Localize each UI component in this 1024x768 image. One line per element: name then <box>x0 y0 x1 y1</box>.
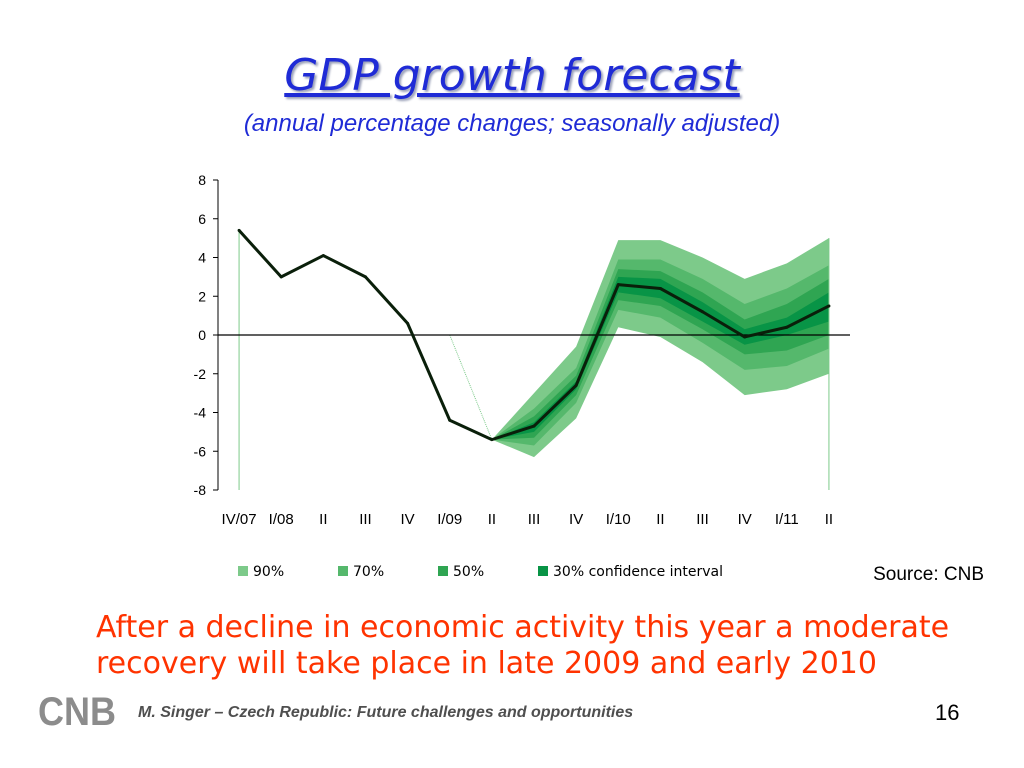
slide-subtitle: (annual percentage changes; seasonally a… <box>243 110 781 137</box>
y-tick-label: -2 <box>194 366 207 382</box>
legend-label: 50% <box>453 564 484 580</box>
slide-title: GDP growth forecast <box>284 50 740 101</box>
x-tick-label: IV <box>569 511 583 528</box>
x-tick-label: IV <box>401 511 415 528</box>
gdp-point <box>448 418 452 422</box>
cnb-logo: CNB <box>38 690 116 732</box>
x-tick-label: IV <box>738 511 752 528</box>
y-tick-label: -8 <box>194 482 207 498</box>
confidence-band-3 <box>491 269 829 440</box>
legend-swatch <box>438 566 448 576</box>
gdp-point <box>363 275 367 279</box>
svg-text:CNB: CNB <box>38 690 116 732</box>
footer-text: M. Singer – Czech Republic: Future chall… <box>138 704 634 721</box>
y-tick-label: 2 <box>198 288 206 304</box>
x-tick-label: II <box>319 511 327 528</box>
gdp-point <box>279 275 283 279</box>
page-number: 16 <box>935 700 960 725</box>
y-tick-label: 8 <box>198 172 206 188</box>
gdp-point <box>743 335 747 339</box>
confidence-band-2 <box>491 259 829 446</box>
gdp-point <box>658 287 662 290</box>
x-tick-label: III <box>359 511 372 528</box>
x-tick-label: I/09 <box>437 511 462 528</box>
legend-swatch <box>338 566 348 576</box>
legend-swatch <box>538 566 548 576</box>
x-tick-label: II <box>488 511 496 528</box>
x-tick-label: I/08 <box>269 511 294 528</box>
x-tick-label: IV/07 <box>222 511 257 528</box>
y-tick-label: -6 <box>194 443 207 459</box>
legend-swatch <box>238 566 248 576</box>
gdp-point <box>237 228 241 232</box>
gdp-point <box>785 325 789 329</box>
x-tick-label: I/11 <box>775 511 799 528</box>
gdp-point <box>406 321 410 325</box>
x-tick-label: III <box>696 511 709 528</box>
legend-label: 70% <box>353 564 384 580</box>
y-tick-label: -4 <box>194 405 207 421</box>
y-tick-label: 6 <box>198 211 206 227</box>
gdp-point <box>321 254 325 258</box>
gdp-point <box>532 424 536 428</box>
y-tick-label: 4 <box>198 250 206 266</box>
gdp-point <box>490 438 494 442</box>
x-tick-label: II <box>825 511 833 528</box>
legend-label: 30% confidence interval <box>553 564 723 580</box>
x-tick-label: II <box>656 511 664 528</box>
gdp-point <box>574 383 578 387</box>
y-tick-label: 0 <box>198 327 206 343</box>
source-label: Source: CNB <box>873 564 984 585</box>
band-guide-line <box>449 334 493 440</box>
x-tick-label: III <box>528 511 541 528</box>
x-tick-label: I/10 <box>606 511 631 528</box>
gdp-point <box>827 304 831 308</box>
gdp-point <box>616 283 620 287</box>
gdp-point <box>701 310 705 314</box>
legend-label: 90% <box>253 564 284 580</box>
summary-note: After a decline in economic activity thi… <box>96 610 950 681</box>
